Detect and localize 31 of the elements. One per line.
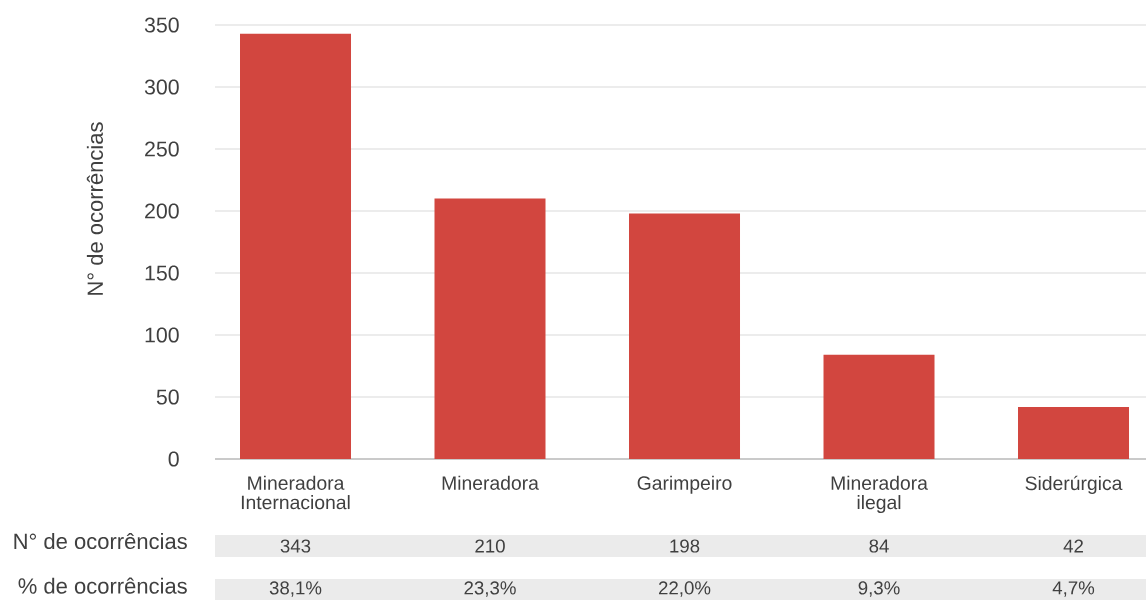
y-tick-label: 100 [145,327,179,343]
bar [629,213,741,459]
y-tick-label: 0 [168,451,179,467]
x-tick-label: Siderúrgica [1025,475,1123,494]
x-tick-label: Garimpeiro [637,475,732,494]
bar [240,33,351,459]
text: % de ocorrências [18,577,187,594]
x-tick-label: Mineradora ilegal [831,475,928,514]
data-label: 42 [1063,539,1083,553]
data-label: 343 [280,539,311,553]
y-tick-label: 200 [145,203,179,219]
text: 4,7% [1052,581,1095,597]
text: 22,0% [658,581,711,597]
x-tick-label: Mineradora [442,475,539,490]
text: 9,3% [858,581,900,597]
data-label: 210 [475,539,505,553]
data-label: 84 [869,539,889,553]
data-label: 198 [670,539,700,553]
y-tick-label: 250 [145,141,179,157]
y-axis-title: N° de ocorrências [86,122,104,295]
bar [823,354,935,459]
bar [434,198,546,459]
y-tick-label: 300 [144,79,179,95]
text: 38,1% [269,581,322,597]
y-tick-label: 350 [144,17,179,33]
y-tick-label: 50 [156,389,179,405]
x-tick-label: Mineradora Internacional [241,475,350,510]
text: 23,3% [464,581,516,597]
text: N° de ocorrências [14,532,187,550]
y-tick-label: 150 [145,265,179,281]
bar [1018,406,1130,459]
